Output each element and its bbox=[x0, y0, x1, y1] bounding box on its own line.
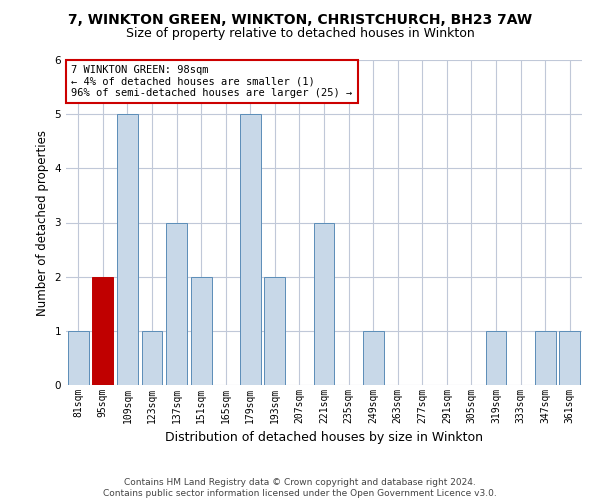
Bar bbox=[535, 331, 556, 385]
Bar bbox=[92, 276, 113, 385]
Bar bbox=[166, 222, 187, 385]
Y-axis label: Number of detached properties: Number of detached properties bbox=[36, 130, 49, 316]
Text: Size of property relative to detached houses in Winkton: Size of property relative to detached ho… bbox=[125, 28, 475, 40]
Bar bbox=[117, 114, 138, 385]
Bar bbox=[485, 331, 506, 385]
Bar bbox=[191, 276, 212, 385]
Bar bbox=[68, 331, 89, 385]
Text: Contains HM Land Registry data © Crown copyright and database right 2024.
Contai: Contains HM Land Registry data © Crown c… bbox=[103, 478, 497, 498]
Bar bbox=[240, 114, 261, 385]
X-axis label: Distribution of detached houses by size in Winkton: Distribution of detached houses by size … bbox=[165, 432, 483, 444]
Bar bbox=[142, 331, 163, 385]
Bar bbox=[314, 222, 334, 385]
Bar bbox=[559, 331, 580, 385]
Text: 7 WINKTON GREEN: 98sqm
← 4% of detached houses are smaller (1)
96% of semi-detac: 7 WINKTON GREEN: 98sqm ← 4% of detached … bbox=[71, 65, 352, 98]
Bar bbox=[265, 276, 286, 385]
Bar bbox=[362, 331, 383, 385]
Text: 7, WINKTON GREEN, WINKTON, CHRISTCHURCH, BH23 7AW: 7, WINKTON GREEN, WINKTON, CHRISTCHURCH,… bbox=[68, 12, 532, 26]
